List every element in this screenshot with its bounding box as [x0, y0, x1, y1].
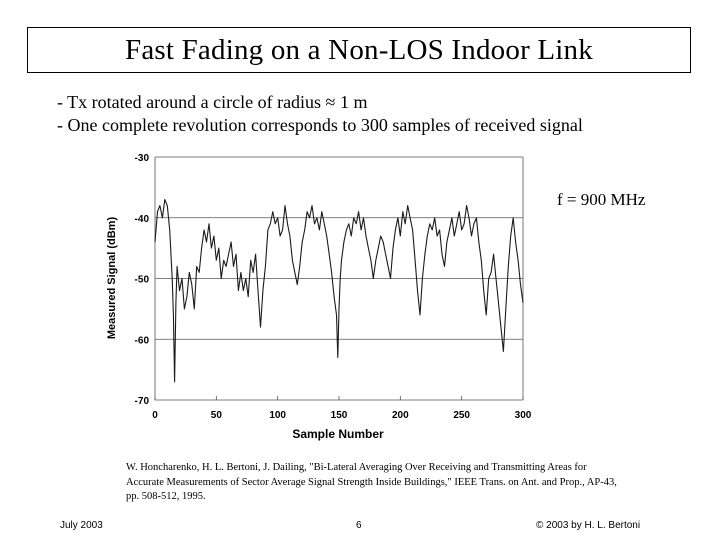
x-tick-label: 0: [152, 410, 158, 421]
x-axis-label: Sample Number: [292, 427, 384, 441]
x-tick-label: 50: [211, 410, 223, 421]
y-axis-label: Measured Signal (dBm): [106, 217, 118, 340]
x-tick-label: 100: [269, 410, 286, 421]
y-tick-label: -70: [135, 396, 150, 407]
slide-title: Fast Fading on a Non-LOS Indoor Link: [27, 27, 691, 73]
footer-page-number: 6: [356, 520, 362, 531]
bullet-1: - Tx rotated around a circle of radius ≈…: [57, 92, 368, 112]
chart-series: [154, 198, 524, 383]
y-tick-label: -60: [135, 335, 150, 346]
x-tick-label: 150: [331, 410, 348, 421]
x-tick-label: 250: [453, 410, 470, 421]
chart-ticks: -30 -40 -50 -60 -700 50 100 150 200 250 300: [135, 153, 532, 421]
chart-gridlines: [154, 156, 524, 401]
footer-date: July 2003: [60, 520, 103, 531]
citation: W. Honcharenko, H. L. Bertoni, J. Dailin…: [126, 462, 617, 502]
y-tick-label: -50: [135, 275, 150, 286]
footer-copyright: © 2003 by H. L. Bertoni: [536, 520, 641, 531]
series-line-measured-signal: [154, 198, 524, 383]
frequency-annotation: f = 900 MHz: [557, 190, 646, 209]
x-tick-label: 300: [515, 410, 532, 421]
bullet-2: - One complete revolution corresponds to…: [57, 115, 583, 135]
x-tick-label: 200: [392, 410, 409, 421]
y-tick-label: -30: [135, 153, 150, 164]
y-tick-label: -40: [135, 214, 150, 225]
